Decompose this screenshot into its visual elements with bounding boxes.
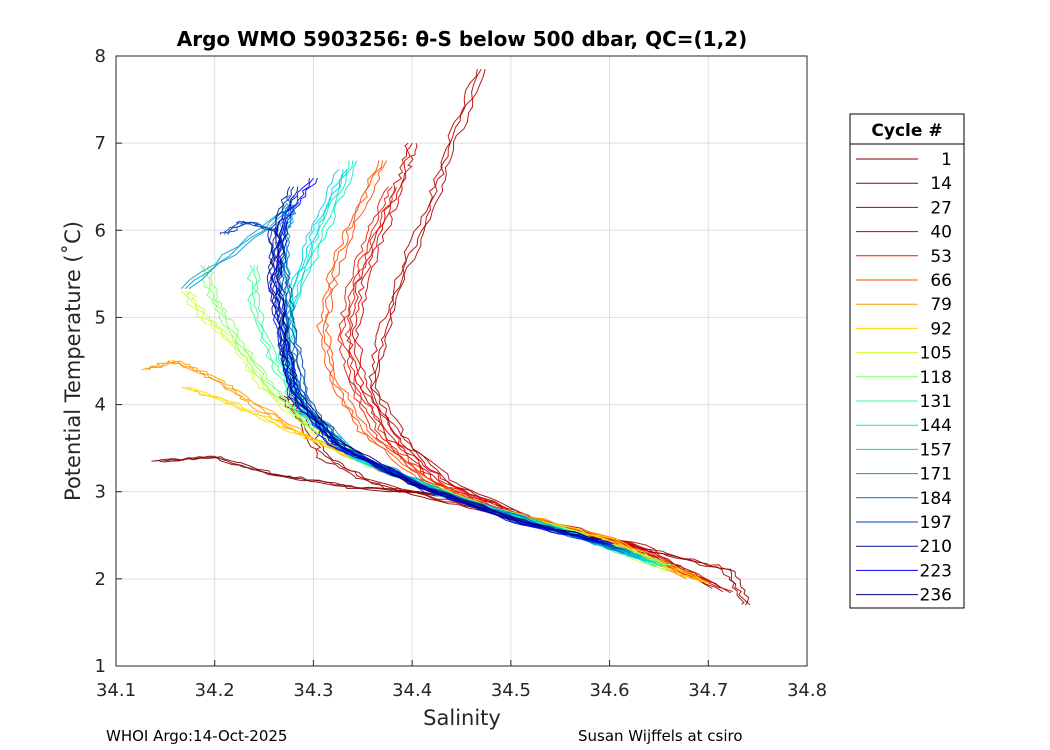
legend-label: 157: [920, 440, 952, 460]
legend-label: 236: [920, 586, 952, 606]
legend-label: 92: [930, 319, 952, 339]
x-tick-label: 34.7: [688, 680, 728, 701]
legend-label: 210: [920, 537, 952, 557]
axes-box: [115, 55, 808, 667]
y-tick-label: 7: [95, 133, 106, 154]
x-axis-label: Salinity: [423, 706, 501, 730]
legend-label: 53: [930, 247, 952, 267]
legend-entry: 184: [856, 489, 952, 509]
legend-entry: 210: [856, 537, 952, 557]
series-line: [282, 160, 660, 566]
legend-entry: 66: [856, 271, 952, 291]
legend-entry: 131: [856, 392, 952, 412]
y-tick-label: 4: [95, 395, 106, 416]
legend-label: 118: [920, 368, 952, 388]
legend-label: 171: [920, 465, 952, 485]
legend-entry: 1: [856, 150, 952, 170]
legend-entry: 157: [856, 440, 952, 460]
legend-label: 144: [920, 416, 952, 436]
series-line: [270, 221, 599, 541]
legend-entry: 92: [856, 319, 952, 339]
series-line: [266, 221, 595, 540]
series-line: [155, 455, 453, 498]
series-line: [159, 456, 456, 497]
y-tick-label: 6: [95, 220, 106, 241]
legend-entry: 27: [856, 198, 952, 218]
legend-label: 1: [941, 150, 952, 170]
legend-items: 1 14 27 40 53 66 79 92 105 118 131 144 157 171 184 197 2…: [856, 150, 952, 606]
legend-label: 66: [930, 271, 952, 291]
x-tick-label: 34.6: [590, 680, 630, 701]
footer-left: WHOI Argo:14-Oct-2025: [106, 727, 287, 745]
series-line: [224, 220, 618, 550]
x-tick-label: 34.2: [195, 680, 235, 701]
legend-label: 197: [920, 513, 952, 533]
y-tick-label: 5: [95, 307, 106, 328]
legend-entry: 53: [856, 247, 952, 267]
legend-entry: 236: [856, 586, 952, 606]
legend-entry: 14: [856, 174, 952, 194]
legend-label: 40: [930, 223, 952, 243]
legend-title: Cycle #: [871, 121, 942, 141]
legend-label: 184: [920, 489, 952, 509]
y-tick-label: 1: [95, 656, 106, 677]
legend-entry: 197: [856, 513, 952, 533]
x-tick-label: 34.5: [491, 680, 531, 701]
x-tick-label: 34.8: [787, 680, 827, 701]
legend-entry: 105: [856, 344, 952, 364]
legend: Cycle # 1 14 27 40 53 66 79 92 105 118 131 144 157 17…: [849, 113, 965, 609]
series-line: [284, 195, 632, 553]
series-line: [206, 264, 675, 566]
x-ticks: 34.1 34.2 34.3 34.4 34.5 34.6 34.7 34.8: [96, 660, 827, 701]
y-axis-label: Potential Temperature (˚C): [61, 221, 85, 501]
legend-entry: 40: [856, 223, 952, 243]
legend-label: 14: [930, 174, 952, 194]
legend-box: [849, 113, 965, 609]
series-layer: [141, 68, 751, 606]
y-tick-label: 8: [95, 46, 106, 67]
legend-label: 27: [930, 198, 952, 218]
legend-entry: 144: [856, 416, 952, 436]
legend-label: 131: [920, 392, 952, 412]
legend-entry: 171: [856, 465, 952, 485]
x-tick-label: 34.1: [96, 680, 136, 701]
x-tick-label: 34.4: [392, 680, 432, 701]
series-line: [269, 177, 605, 546]
x-tick-label: 34.3: [293, 680, 333, 701]
series-1: [151, 455, 456, 498]
plot-area: [116, 56, 807, 666]
legend-entry: 223: [856, 561, 952, 581]
legend-label: 79: [930, 295, 952, 315]
footer-right: Susan Wijffels at csiro: [578, 727, 743, 745]
y-tick-label: 3: [95, 482, 106, 503]
series-line: [374, 68, 733, 592]
legend-entry: 118: [856, 368, 952, 388]
legend-label: 105: [920, 344, 952, 364]
series-236: [266, 221, 603, 541]
y-tick-label: 2: [95, 569, 106, 590]
chart-title: Argo WMO 5903256: θ-S below 500 dbar, QC…: [177, 27, 747, 51]
legend-entry: 79: [856, 295, 952, 315]
series-line: [276, 221, 603, 540]
legend-label: 223: [920, 561, 952, 581]
y-ticks: 1 2 3 4 5 6 7 8: [95, 46, 122, 677]
